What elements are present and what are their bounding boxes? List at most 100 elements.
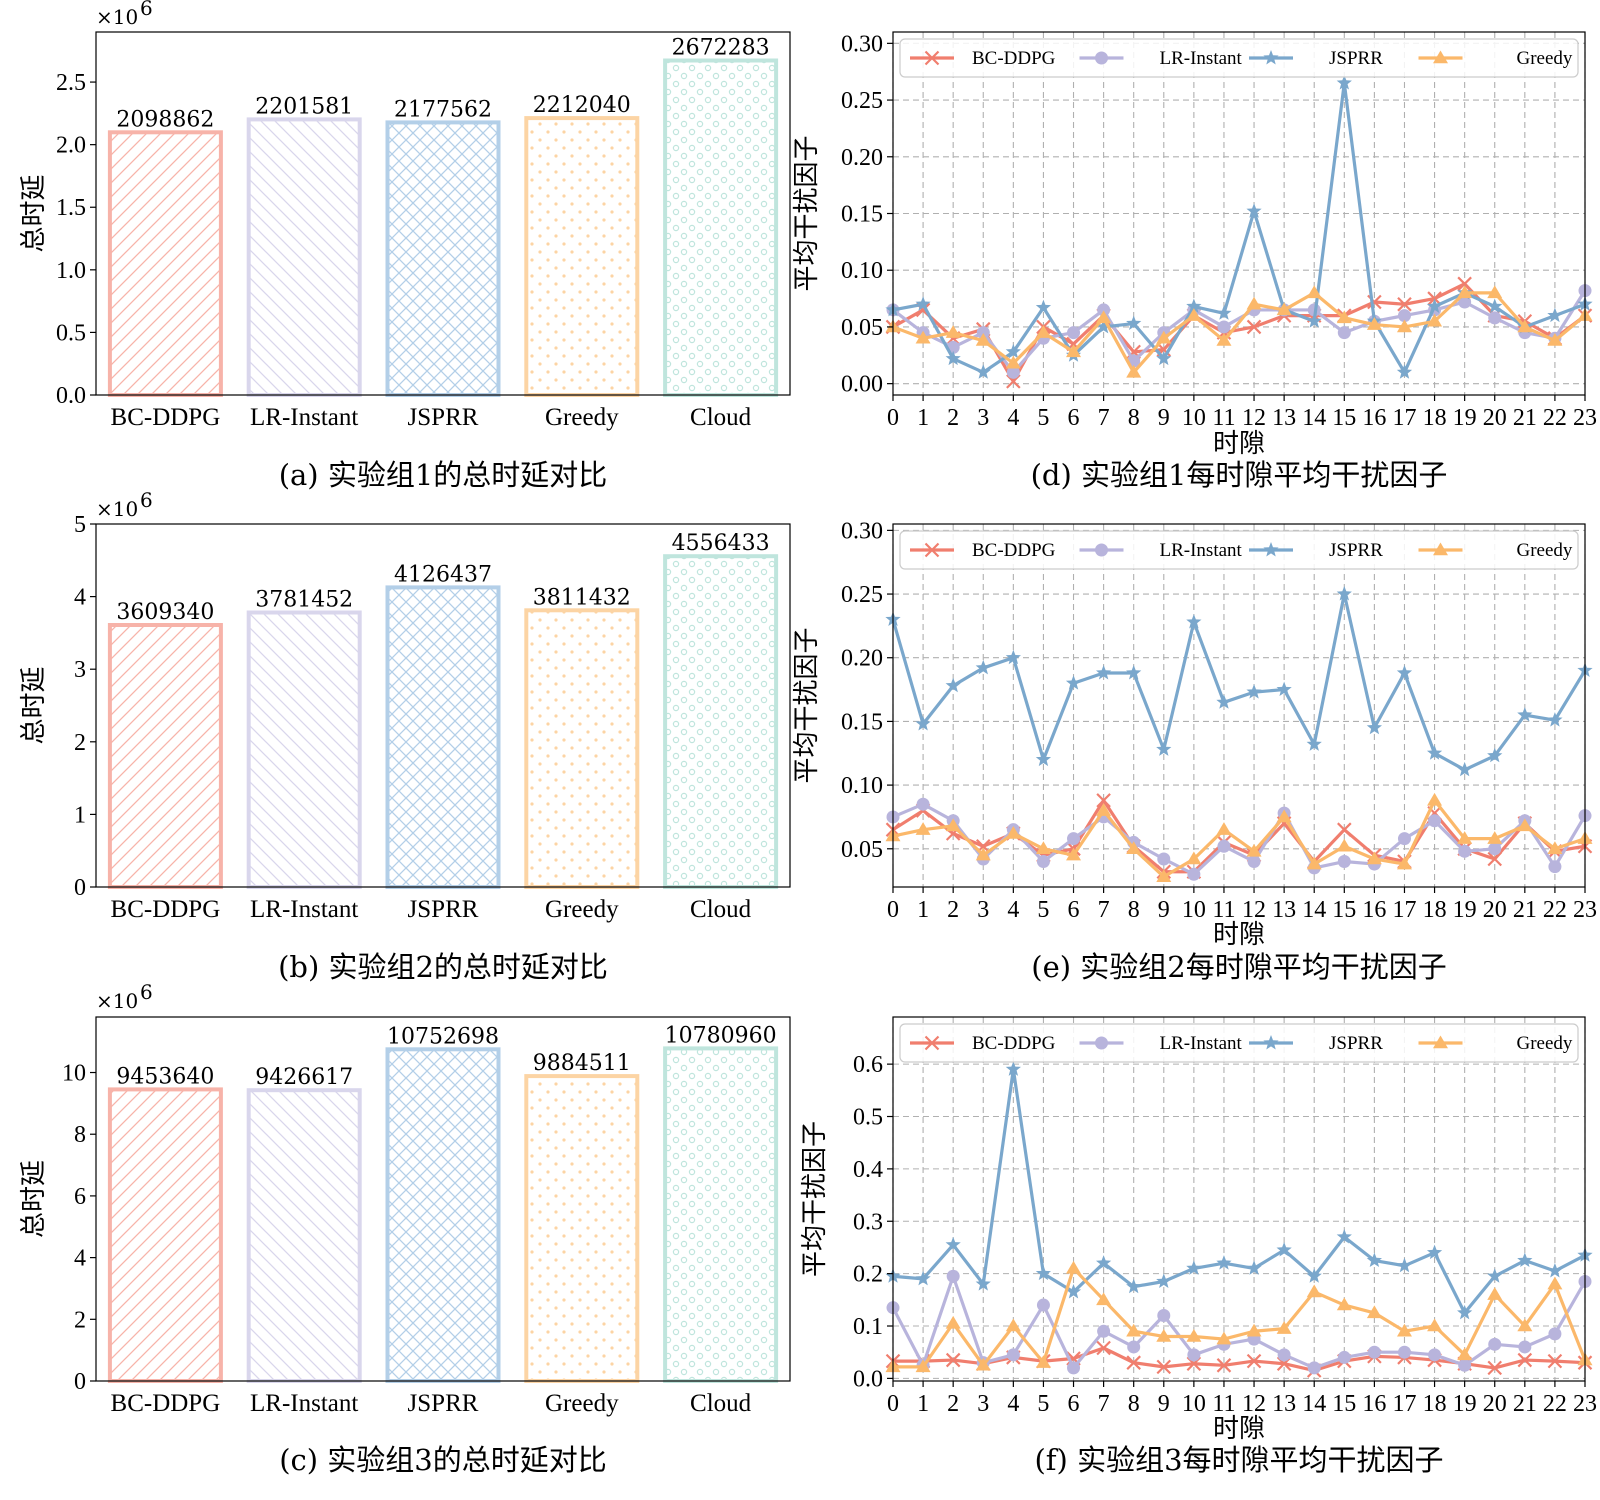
x-tick-label: 4 [1007, 1391, 1019, 1417]
bar-value-label: 3781452 [255, 587, 353, 612]
bar-cloud [663, 58, 779, 397]
legend-marker-jsprr [1263, 1035, 1279, 1050]
chart-caption: (f) 实验组3每时隙平均干扰因子 [1034, 1443, 1443, 1477]
x-tick-label: Cloud [690, 404, 752, 431]
plot-frame [892, 1016, 1586, 1382]
y-tick-label: 0.6 [853, 1052, 883, 1078]
x-tick-label: 9 [1158, 1391, 1170, 1417]
data-point-lr-instant [1458, 1358, 1472, 1372]
legend-label-greedy: Greedy [1517, 1033, 1573, 1054]
x-tick-label: 13 [1272, 1391, 1296, 1417]
data-point-lr-instant [1036, 855, 1050, 869]
y-tick-label: 0.0 [56, 383, 86, 409]
data-point-greedy [1005, 826, 1021, 839]
data-point-jsprr [1366, 1252, 1382, 1268]
data-point-bc-ddpg [1246, 1353, 1262, 1369]
x-tick-label: 21 [1513, 405, 1537, 431]
bar-value-label: 9884511 [533, 1051, 631, 1076]
data-point-jsprr [1487, 298, 1503, 313]
x-tick-label: 20 [1483, 405, 1507, 431]
y-tick-label: 0.05 [841, 315, 883, 341]
legend-label-jsprr: JSPRR [1329, 48, 1383, 69]
x-tick-label: 16 [1362, 897, 1386, 923]
data-point-bc-ddpg [1487, 1360, 1503, 1376]
data-point-greedy [1427, 1318, 1443, 1332]
data-point-greedy [1276, 809, 1292, 823]
data-point-greedy [1276, 302, 1292, 316]
series-line-jsprr [892, 1067, 1586, 1315]
data-point-bc-ddpg [1156, 1359, 1172, 1375]
legend: BC-DDPG LR-Instant JSPRR Greedy [899, 38, 1579, 78]
y-axis-label: 平均干扰因子 [800, 1121, 830, 1277]
bar-bc-ddpg [107, 623, 223, 889]
data-point-lr-instant [1006, 365, 1020, 379]
data-point-lr-instant [1307, 1361, 1321, 1375]
data-point-jsprr [1126, 1278, 1142, 1294]
data-point-greedy [945, 1315, 961, 1329]
data-point-jsprr [915, 715, 931, 731]
y-tick-label: 0.30 [841, 518, 883, 544]
legend-label-lr-instant: LR-Instant [1160, 540, 1243, 561]
data-point-lr-instant [1367, 1345, 1381, 1359]
x-tick-label: Greedy [545, 404, 619, 431]
x-tick-label: 10 [1182, 1391, 1206, 1417]
data-point-greedy [1126, 1323, 1142, 1337]
data-point-greedy [1427, 792, 1443, 806]
y-tick-label: 0.10 [841, 258, 883, 284]
data-point-greedy [1126, 841, 1142, 855]
data-point-greedy [975, 1357, 991, 1371]
x-tick-label: 19 [1453, 1391, 1477, 1417]
x-tick-label: 16 [1362, 1391, 1386, 1417]
data-point-jsprr [1426, 298, 1443, 313]
data-point-jsprr [1336, 1228, 1352, 1244]
x-tick-label: 15 [1332, 1391, 1356, 1417]
x-tick-label: JSPRR [408, 1390, 479, 1417]
y-tick-label: 0 [74, 1369, 86, 1395]
data-point-greedy [1096, 803, 1112, 816]
data-point-greedy [1186, 851, 1202, 865]
x-tick-label: 8 [1128, 1391, 1140, 1417]
data-point-lr-instant [1217, 839, 1231, 853]
y-tick-label: 2.5 [56, 70, 86, 96]
data-point-jsprr [1517, 707, 1533, 722]
x-tick-label: LR-Instant [250, 404, 358, 431]
series-jsprr [885, 75, 1593, 379]
data-point-lr-instant [1397, 832, 1411, 846]
series-greedy [885, 285, 1593, 378]
data-point-greedy [915, 330, 931, 344]
legend-label-greedy: Greedy [1517, 540, 1573, 561]
data-point-greedy [1457, 831, 1473, 844]
data-point-jsprr [1216, 305, 1232, 320]
legend-label-bc-ddpg: BC-DDPG [972, 540, 1056, 561]
x-axis-label: 时隙 [1213, 429, 1265, 459]
y-tick-label: 2 [74, 1307, 86, 1333]
data-point-greedy [1366, 317, 1382, 330]
y-axis-label: 总时延 [19, 1160, 49, 1238]
x-tick-label: 9 [1158, 897, 1170, 923]
y-tick-label: 10 [62, 1061, 86, 1087]
y-tick-label: 1.5 [56, 195, 86, 221]
y-tick-label: 0.20 [841, 145, 883, 171]
data-point-greedy [1035, 1355, 1051, 1368]
data-point-jsprr [1186, 1260, 1202, 1275]
x-tick-label: 7 [1098, 1391, 1110, 1417]
legend-marker-jsprr [1263, 542, 1279, 557]
bar-chart-b: 3609340 BC-DDPG 3781452 LR-Instant 4126437 JS… [19, 488, 791, 984]
x-tick-label: 15 [1332, 897, 1356, 923]
x-tick-label: 6 [1068, 405, 1080, 431]
x-tick-label: 5 [1037, 897, 1049, 923]
legend-marker-jsprr [1263, 50, 1279, 65]
legend: BC-DDPG LR-Instant JSPRR Greedy [899, 530, 1579, 570]
x-tick-label: BC-DDPG [111, 896, 221, 923]
x-tick-label: 20 [1483, 897, 1507, 923]
legend-label-jsprr: JSPRR [1329, 1033, 1383, 1054]
line-chart-d: 0 1 2 3 4 5 6 7 8 9 10 11 12 13 14 15 16 17 18 19 20 21 22 230.… [792, 31, 1597, 492]
bar-lr-instant [246, 117, 362, 398]
data-point-bc-ddpg [1517, 1352, 1533, 1368]
x-tick-label: 10 [1182, 897, 1206, 923]
data-point-greedy [1427, 313, 1443, 327]
data-point-greedy [1066, 344, 1082, 358]
data-point-greedy [975, 333, 991, 346]
bar-chart-a: 2098862 BC-DDPG 2201581 LR-Instant 2177562 JS… [19, 0, 791, 492]
data-point-greedy [1096, 310, 1112, 324]
